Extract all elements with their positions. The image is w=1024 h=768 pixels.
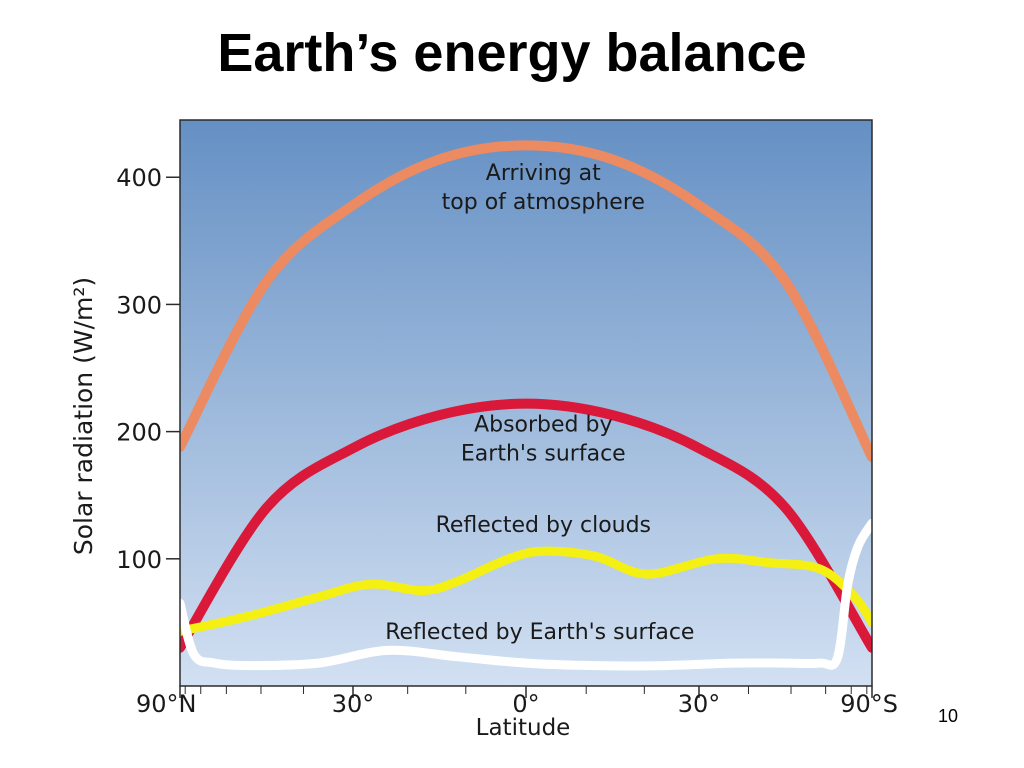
series-line-arriving-at-top-of-atmosphere: [180, 140, 872, 463]
y-axis-label: Solar radiation (W/m²): [69, 277, 98, 555]
series-label: top of atmosphere: [442, 190, 645, 215]
x-tick-label: 90°S: [840, 690, 898, 718]
x-axis-label: Latitude: [476, 715, 571, 741]
x-tick-label: 30°: [678, 690, 721, 718]
chart-axes: 100 200 300 400 90°N 30° 0° 30° 90°S: [116, 119, 898, 718]
slide-title: Earth’s energy balance: [217, 23, 807, 83]
y-tick-label: 400: [116, 164, 162, 192]
chart-annotations: Arriving at top of atmosphere Absorbed by E…: [385, 161, 694, 645]
series-label: Reflected by clouds: [436, 513, 651, 538]
x-tick-label: 0°: [512, 690, 539, 718]
series-label: Arriving at: [486, 161, 601, 186]
x-tick-label: 30°: [332, 690, 375, 718]
plot-series: [180, 140, 872, 671]
y-tick-label: 300: [116, 291, 162, 319]
page-number: 10: [938, 706, 959, 726]
y-tick-label: 200: [116, 419, 162, 447]
y-tick-label: 100: [116, 546, 162, 574]
series-label: Absorbed by: [474, 413, 612, 438]
x-tick-label: 90°N: [136, 690, 197, 718]
series-label: Reflected by Earth's surface: [385, 620, 694, 645]
series-line-absorbed-by-earth-s-surface: [180, 398, 872, 653]
series-line-reflected-by-earth-s-surface: [180, 518, 872, 671]
series-line-reflected-by-clouds: [180, 546, 872, 636]
series-label: Earth's surface: [461, 442, 626, 467]
